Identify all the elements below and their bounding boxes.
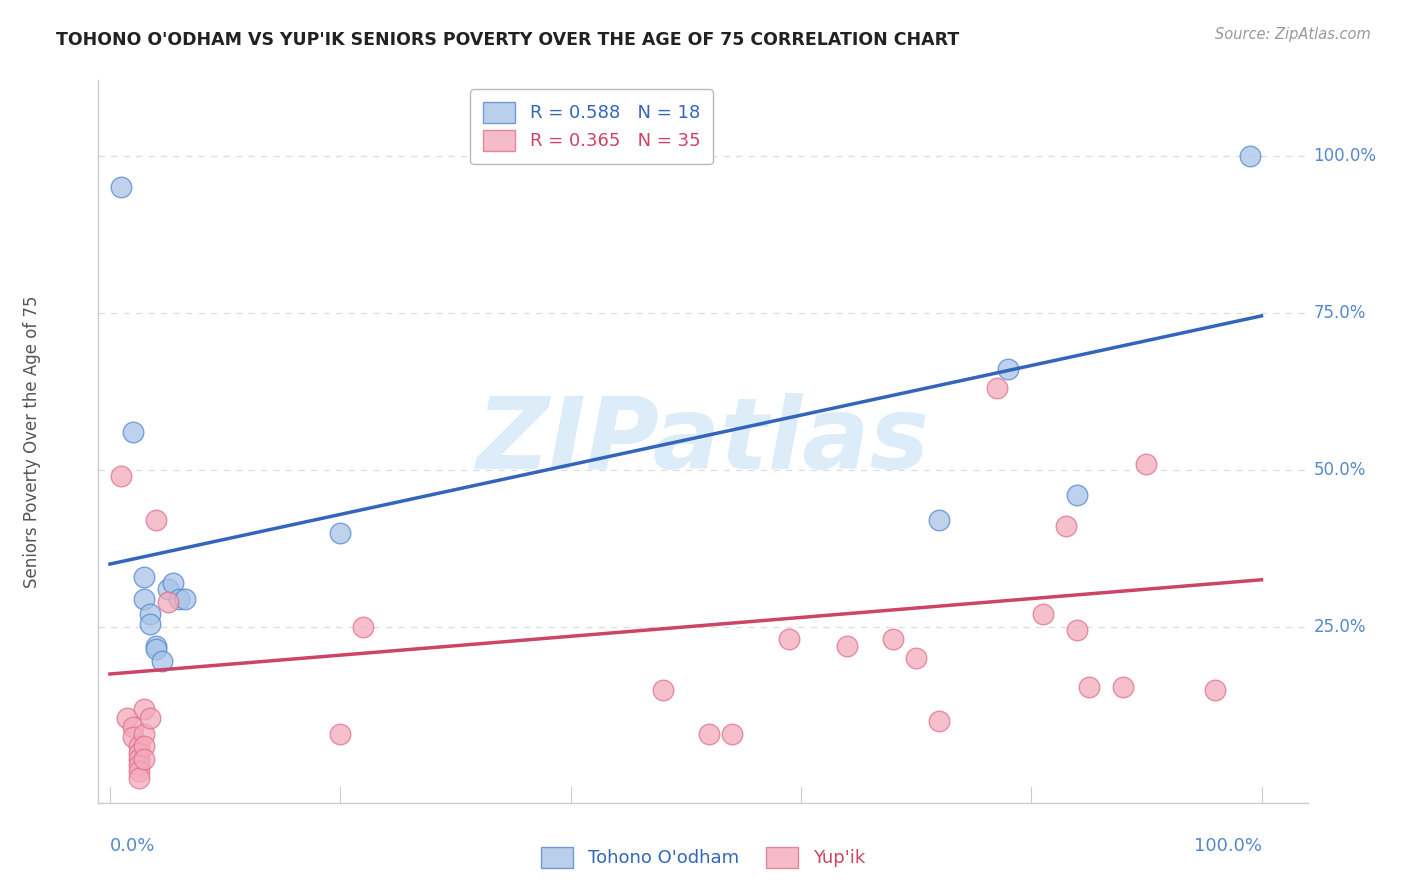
Point xyxy=(145,641,167,656)
Point xyxy=(110,180,132,194)
Point xyxy=(697,727,720,741)
Point xyxy=(778,632,800,647)
Point xyxy=(329,525,352,540)
Point xyxy=(329,727,352,741)
Point xyxy=(122,730,145,744)
Point xyxy=(928,513,950,527)
Point xyxy=(139,607,162,622)
Text: 100.0%: 100.0% xyxy=(1313,146,1376,165)
Point xyxy=(1032,607,1054,622)
Point xyxy=(134,701,156,715)
Point xyxy=(835,639,858,653)
Point xyxy=(651,682,673,697)
Point xyxy=(720,727,742,741)
Point xyxy=(150,655,173,669)
Text: Seniors Poverty Over the Age of 75: Seniors Poverty Over the Age of 75 xyxy=(22,295,41,588)
Point xyxy=(122,425,145,439)
Point xyxy=(1066,623,1088,637)
Point xyxy=(145,513,167,527)
Point xyxy=(882,632,904,647)
Point xyxy=(115,711,138,725)
Text: 75.0%: 75.0% xyxy=(1313,304,1365,322)
Point xyxy=(139,711,162,725)
Point xyxy=(156,582,179,597)
Point xyxy=(134,727,156,741)
Point xyxy=(173,591,195,606)
Point xyxy=(1239,149,1261,163)
Point xyxy=(128,771,150,785)
Point xyxy=(986,381,1008,395)
Text: Source: ZipAtlas.com: Source: ZipAtlas.com xyxy=(1215,27,1371,42)
Text: 50.0%: 50.0% xyxy=(1313,461,1365,479)
Point xyxy=(139,616,162,631)
Point xyxy=(1112,680,1135,694)
Text: 25.0%: 25.0% xyxy=(1313,618,1365,636)
Point xyxy=(928,714,950,728)
Point xyxy=(156,595,179,609)
Point xyxy=(905,651,928,665)
Point xyxy=(145,639,167,653)
Legend: Tohono O'odham, Yup'ik: Tohono O'odham, Yup'ik xyxy=(531,838,875,877)
Point xyxy=(162,575,184,590)
Point xyxy=(352,620,374,634)
Point xyxy=(134,752,156,766)
Text: TOHONO O'ODHAM VS YUP'IK SENIORS POVERTY OVER THE AGE OF 75 CORRELATION CHART: TOHONO O'ODHAM VS YUP'IK SENIORS POVERTY… xyxy=(56,31,959,49)
Point xyxy=(134,569,156,583)
Point xyxy=(134,739,156,754)
Point xyxy=(134,591,156,606)
Point xyxy=(167,591,190,606)
Point xyxy=(1066,488,1088,502)
Text: ZIPatlas: ZIPatlas xyxy=(477,393,929,490)
Point xyxy=(110,469,132,483)
Point xyxy=(128,758,150,772)
Point xyxy=(1077,680,1099,694)
Point xyxy=(1135,457,1157,471)
Point xyxy=(128,746,150,760)
Point xyxy=(128,752,150,766)
Point xyxy=(997,362,1019,376)
Point xyxy=(1204,682,1226,697)
Text: 0.0%: 0.0% xyxy=(110,838,155,855)
Point xyxy=(128,739,150,754)
Text: 100.0%: 100.0% xyxy=(1194,838,1261,855)
Point xyxy=(122,720,145,734)
Point xyxy=(128,764,150,779)
Point xyxy=(1054,519,1077,533)
